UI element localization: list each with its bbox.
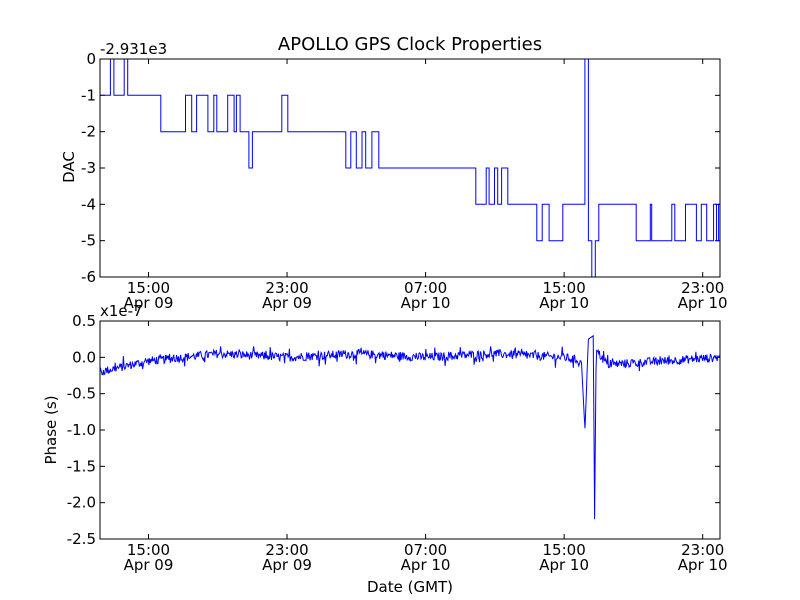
y-tick-label: -1.0	[67, 421, 96, 439]
y-tick-label: -1.5	[67, 457, 96, 475]
y-tick-label: -1	[81, 86, 96, 104]
x-tick-date-label: Apr 10	[401, 556, 451, 574]
x-tick-time-label: 23:00	[681, 541, 724, 559]
x-tick-time-label: 23:00	[265, 279, 308, 297]
x-tick-date-label: Apr 09	[124, 294, 174, 312]
x-tick-date-label: Apr 10	[401, 294, 451, 312]
x-tick-time-label: 07:00	[404, 541, 447, 559]
x-tick-date-label: Apr 09	[262, 294, 312, 312]
x-tick-date-label: Apr 10	[539, 556, 589, 574]
y-tick-label: -2	[81, 123, 96, 141]
chart-title: APOLLO GPS Clock Properties	[278, 34, 542, 55]
phase-series-line	[99, 334, 721, 520]
x-tick-date-label: Apr 10	[678, 294, 728, 312]
y-tick-label: 0	[86, 50, 96, 68]
x-tick-date-label: Apr 10	[678, 556, 728, 574]
x-tick-date-label: Apr 09	[124, 556, 174, 574]
y-tick-label: -2.5	[67, 530, 96, 548]
x-tick-time-label: 07:00	[404, 279, 447, 297]
x-tick-time-label: 15:00	[127, 279, 170, 297]
x-tick-time-label: 23:00	[681, 279, 724, 297]
dac-y-axis-label: DAC	[60, 151, 78, 183]
phase-y-axis-label: Phase (s)	[42, 395, 60, 464]
y-tick-label: 0.0	[72, 348, 96, 366]
y-tick-label: -0.5	[67, 385, 96, 403]
phase-panel: x1e-7 Phase (s) 0.5 0.0 -0.5 -1.0 -1.5 -2.0 -2…	[42, 302, 728, 574]
y-tick-label: -4	[81, 195, 96, 213]
dac-offset-text: -2.931e3	[100, 40, 167, 58]
x-tick-time-label: 15:00	[127, 541, 170, 559]
y-tick-label: -6	[81, 268, 96, 286]
x-tick-date-label: Apr 09	[262, 556, 312, 574]
x-tick-time-label: 15:00	[543, 541, 586, 559]
y-tick-label: -5	[81, 232, 96, 250]
x-tick-date-label: Apr 10	[539, 294, 589, 312]
x-axis-label: Date (GMT)	[367, 578, 453, 596]
y-tick-label: -2.0	[67, 494, 96, 512]
phase-offset-text: x1e-7	[100, 302, 143, 320]
phase-plot-frame	[99, 320, 721, 540]
x-tick-time-label: 23:00	[265, 541, 308, 559]
dac-series-line	[100, 58, 720, 278]
y-tick-label: 0.5	[72, 312, 96, 330]
x-tick-time-label: 15:00	[543, 279, 586, 297]
dac-plot-frame	[99, 58, 721, 278]
y-tick-label: -3	[81, 159, 96, 177]
